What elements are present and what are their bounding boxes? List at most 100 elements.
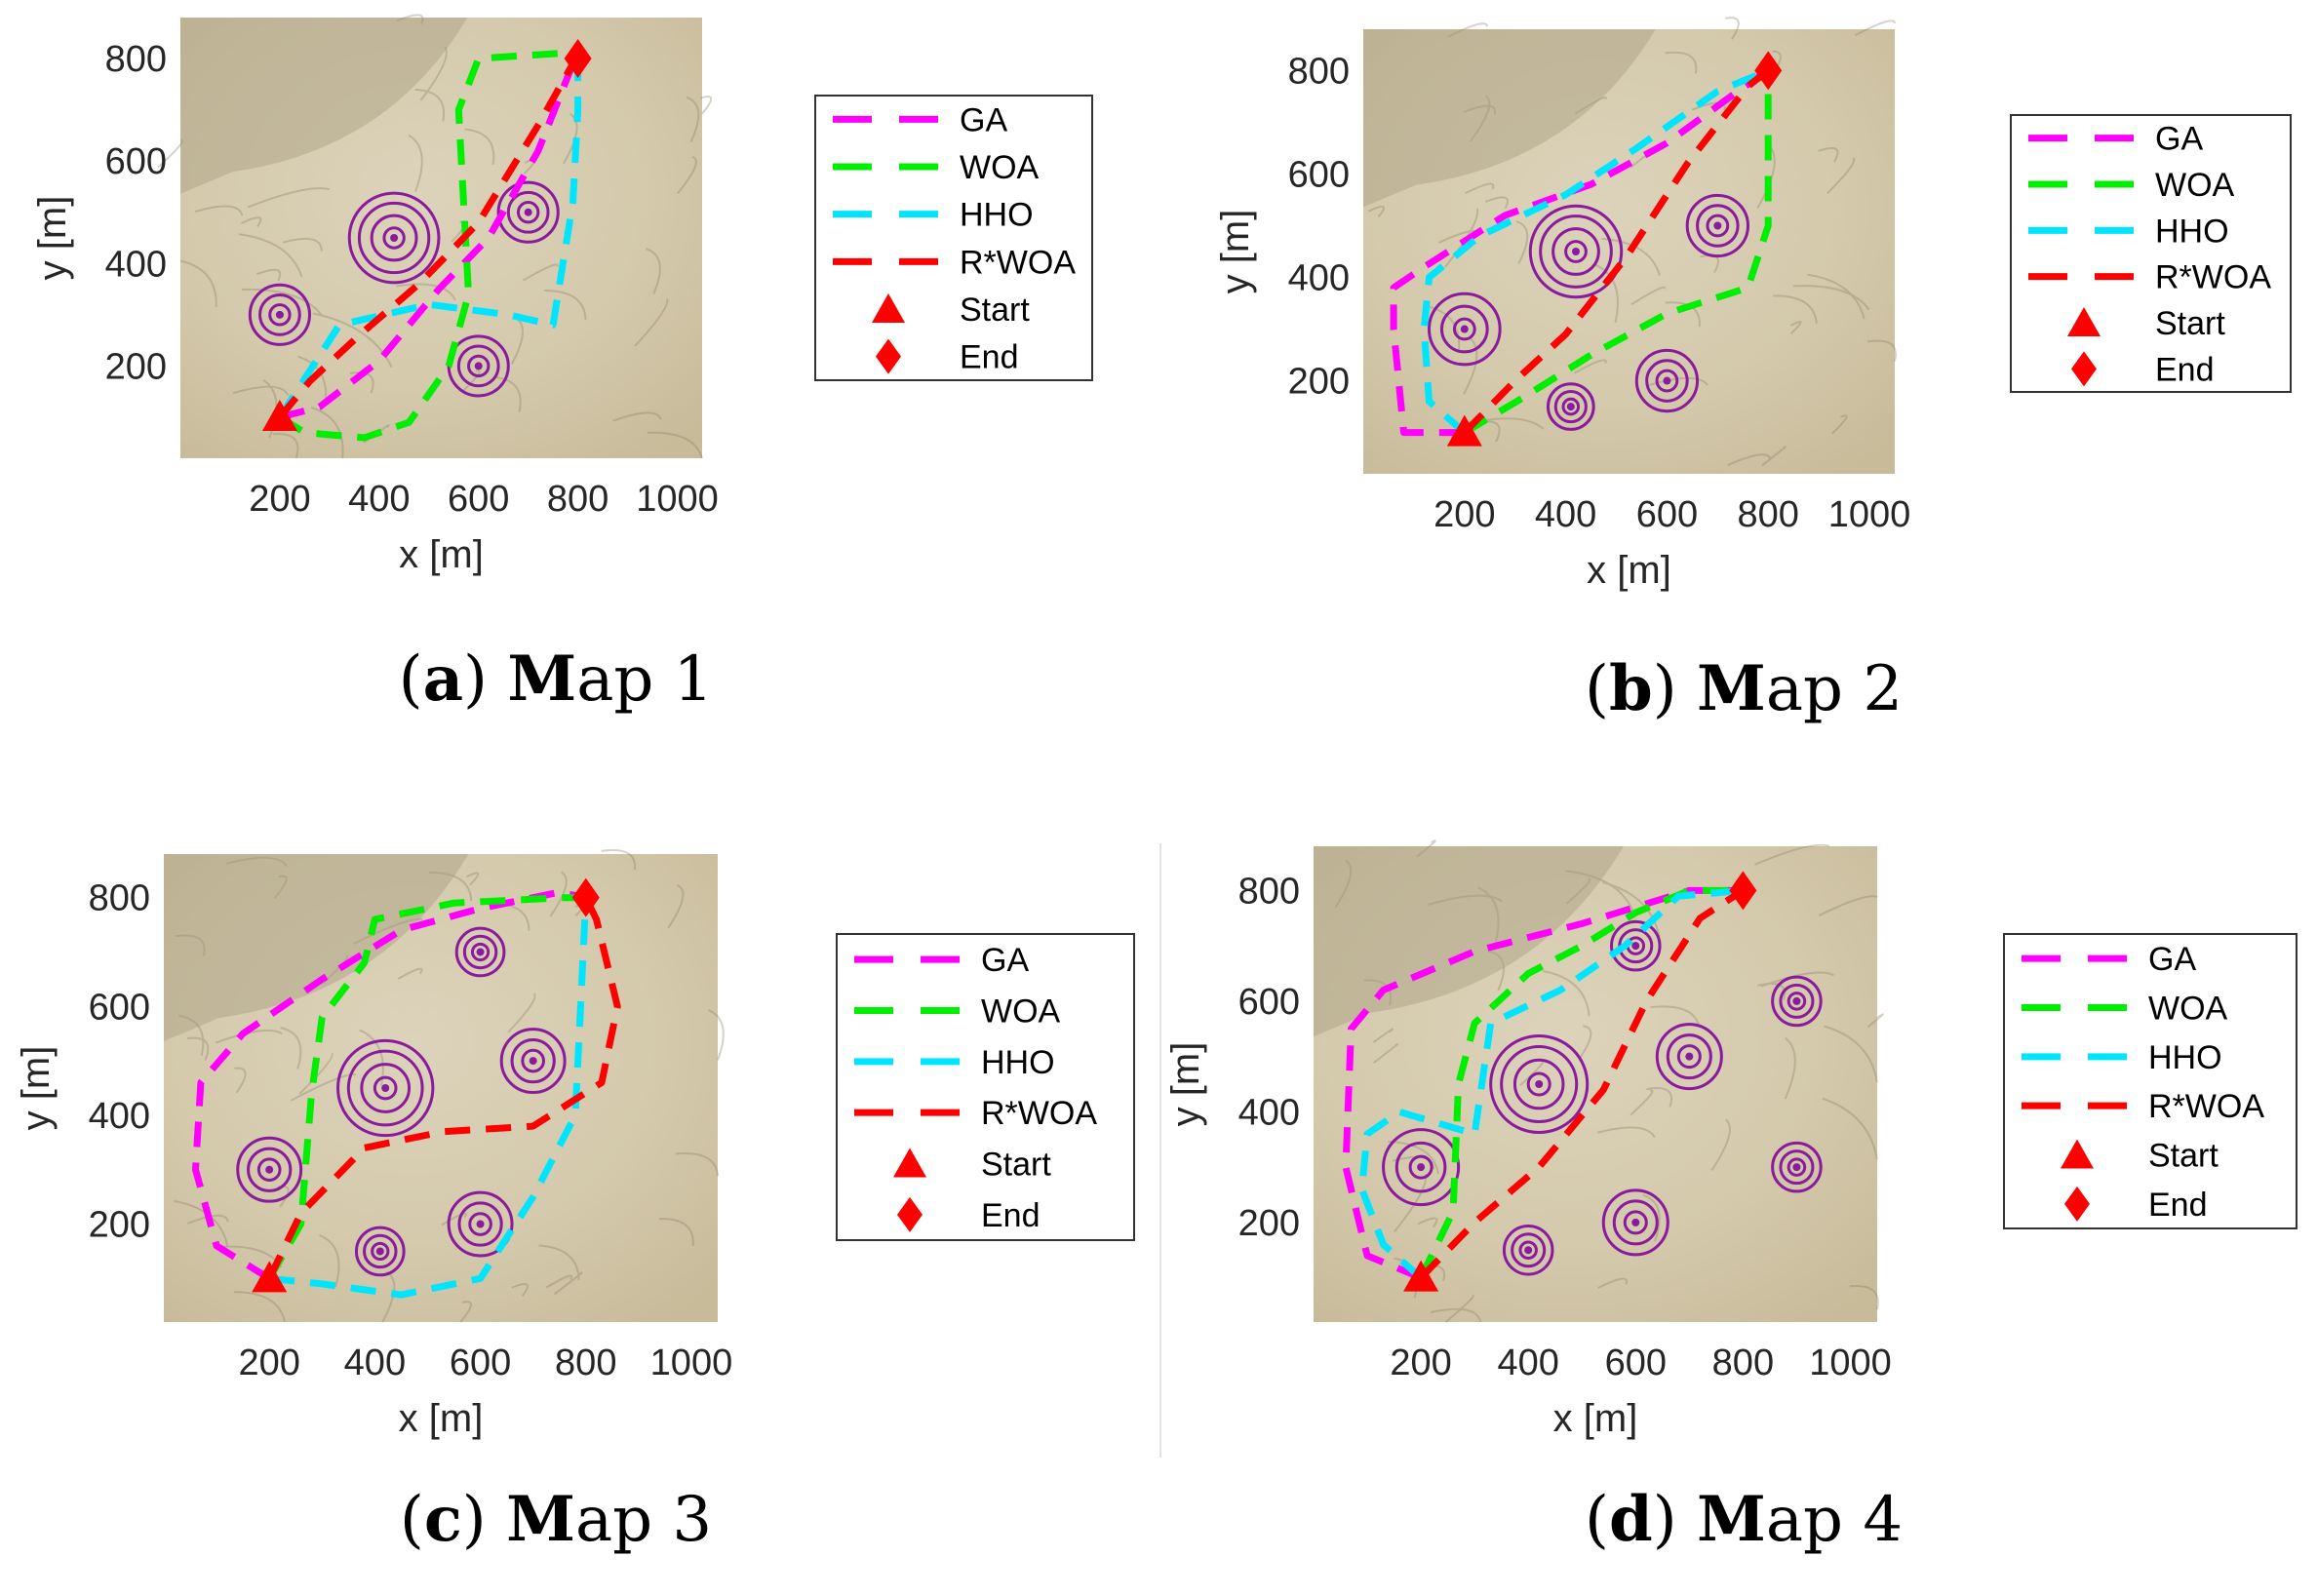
terrain-ridge [459,1301,473,1323]
terrain-ridge [234,1067,247,1094]
terrain-ridge [234,1291,286,1323]
terrain-ridge [1574,96,1607,115]
y-tick-label: 400 [105,244,167,285]
threat-zone [1601,1188,1669,1257]
series-rstarwoa-path [277,56,581,420]
y-axis-label: y [m] [1214,210,1257,294]
legend-label: End [981,1197,1041,1234]
threat-center [1572,248,1580,255]
x-tick-label: 400 [348,479,410,520]
legend-item: WOA [833,149,1040,186]
terrain-ridge [1372,1028,1394,1043]
legend-end-icon [2064,1186,2090,1222]
threat-ring [1676,1044,1702,1070]
threat-ring [347,191,441,285]
legend-end-icon [897,1196,923,1232]
terrain-ridge [290,1073,356,1102]
terrain-ridge [247,187,330,209]
threat-center [381,1084,390,1092]
legend-box [2003,933,2297,1229]
threat-ring [1561,397,1581,416]
threat-ring [1489,1033,1590,1135]
terrain-ridge [353,917,423,945]
legend-label: R*WOA [960,244,1076,281]
series-woa-path [278,50,579,442]
threat-center [1685,1052,1694,1061]
threat-center [1566,403,1575,411]
y-tick-label: 600 [89,987,150,1028]
caption-bold: d [1609,1483,1653,1556]
threat-ring [1546,382,1595,431]
threat-ring [467,354,491,378]
terrain-ridge [1710,1118,1731,1171]
terrain-ridge [1597,1277,1629,1289]
terrain-ridge [646,248,661,294]
legend-label: GA [981,942,1029,979]
y-axis-label: y [m] [15,1046,58,1131]
terrain-ridge [1447,22,1488,38]
terrain-ridge [1849,1284,1879,1310]
y-tick-label: 600 [1238,982,1300,1023]
x-tick-label: 200 [1433,494,1495,535]
terrain-ridge [677,155,697,194]
legend-label: WOA [2155,167,2235,204]
threat-ring [1408,1154,1433,1180]
x-tick-label: 600 [1605,1343,1667,1383]
threat-ring [521,1048,545,1073]
threat-center [375,1247,384,1256]
x-tick-label: 1000 [1809,1343,1892,1383]
threat-center [1713,221,1722,230]
threat-ring [1526,1071,1551,1097]
y-tick-label: 200 [105,346,167,387]
series-ga-path [1390,67,1771,437]
threat-ring [1623,1210,1648,1235]
threat-ring [1512,1058,1565,1110]
terrain-ridge [1469,95,1491,142]
terrain-ridge [177,1014,205,1056]
series-hho-path [276,58,582,419]
terrain-ridge [647,431,703,459]
terrain-ridge [1630,1089,1654,1116]
terrain-ridge [1665,51,1698,74]
legend: GA WOA HHO R*WOA Start End [2010,114,2292,393]
legend-start-icon [2067,307,2101,336]
series-woa-path [1463,70,1772,436]
threat-ring [1511,1232,1547,1268]
threat-center [1631,1218,1640,1226]
threat-ring [1666,1033,1712,1080]
legend-item: GA [2022,941,2196,978]
legend-item: R*WOA [2028,259,2271,296]
threat-ring [1427,292,1502,367]
terrain-ridge [282,237,323,252]
legend-start-icon [2061,1139,2094,1169]
terrain-ridge [667,884,685,929]
end-marker [1754,51,1783,91]
threat-center [1792,1163,1801,1172]
terrain-ridge [553,1271,583,1296]
threat-zone [1685,193,1749,258]
series-ga-path [192,888,587,1282]
threat-zone [354,1226,406,1277]
threat-ring [256,1157,282,1183]
threat-zone [1771,1141,1823,1193]
legend-start-icon [872,293,905,323]
terrain-ridge [1826,157,1856,195]
threat-ring [1696,204,1740,248]
legend-item: R*WOA [854,1095,1097,1132]
terrain-ridge [225,856,289,868]
threat-ring [354,1226,406,1277]
terrain-ridge [1866,339,1897,362]
threat-ring [1610,919,1662,972]
legend-label: GA [2155,121,2203,158]
x-tick-label: 800 [1738,494,1799,535]
terrain-ridge [1334,859,1353,909]
threat-ring [1382,1128,1461,1207]
x-tick-label: 1000 [636,479,719,520]
x-tick-label: 1000 [1828,494,1911,535]
terrain-ridge [522,263,559,282]
threat-center [474,362,483,370]
legend-label: Start [2148,1138,2219,1175]
legend-label: R*WOA [981,1095,1097,1132]
y-tick-label: 600 [1288,154,1350,195]
terrain-ridge [1818,147,1839,163]
